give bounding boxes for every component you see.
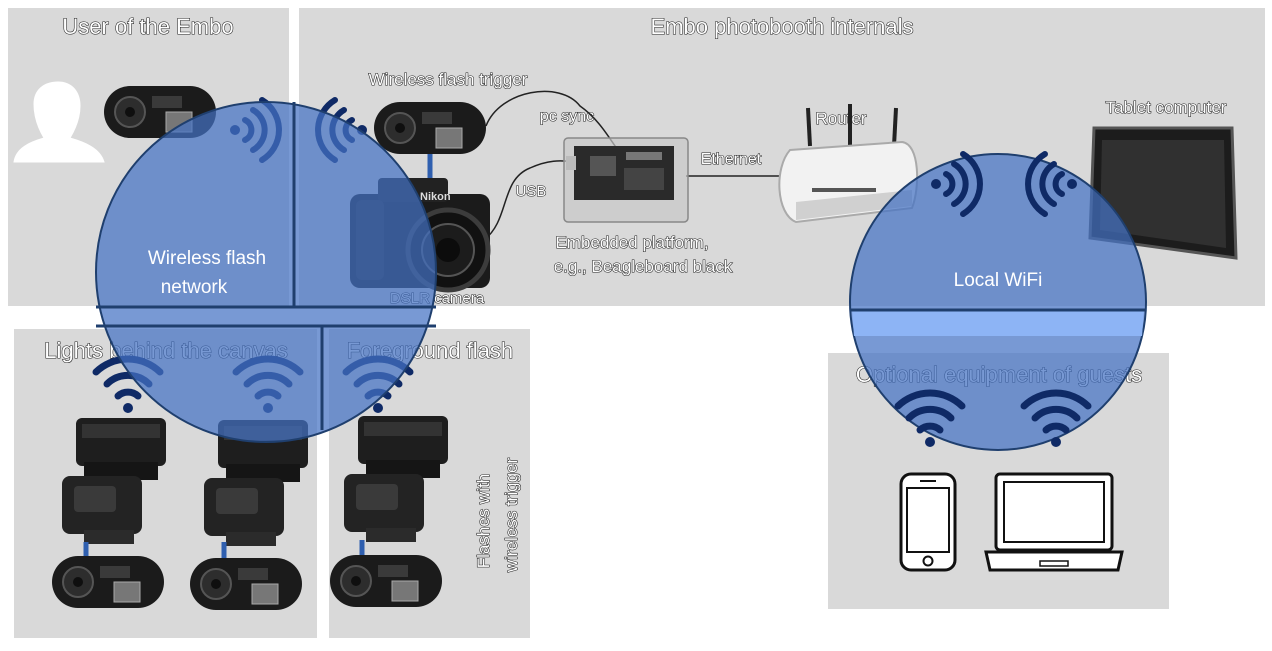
wireless-flash-trigger-label: Wireless flash trigger [369, 70, 528, 89]
embedded-platform-label-2: e.g., Beagleboard black [554, 257, 733, 276]
flash-trigger-icon [329, 554, 443, 608]
flash-trigger-icon [51, 555, 165, 609]
flash-trigger-icon [189, 557, 303, 611]
internals-panel-title: Embo photobooth internals [651, 14, 914, 39]
embedded-platform-label-1: Embedded platform, [555, 233, 708, 252]
usb-label: USB [516, 183, 547, 200]
usb-cable [483, 160, 575, 241]
smartphone-icon [899, 472, 957, 572]
flashes-label-1: Flashes with [474, 474, 493, 568]
laptop-icon [984, 472, 1124, 572]
tablet-label: Tablet computer [1106, 98, 1227, 117]
wireless-flash-network [95, 101, 437, 443]
router-icon [778, 104, 919, 224]
local-wifi-network [849, 153, 1147, 451]
flash-trigger-icon [373, 101, 487, 155]
flashes-label-2: wireless trigger [502, 458, 521, 574]
pc-sync-label: pc sync [540, 108, 594, 125]
flash-network-label-2: network [161, 277, 228, 298]
user-panel-title: User of the Embo [62, 14, 233, 39]
user-silhouette-icon [13, 81, 105, 163]
circuit-board-icon [563, 137, 689, 223]
tablet-icon [1088, 126, 1238, 260]
router-label: Router [815, 109, 866, 128]
svg-text:Nikon: Nikon [420, 191, 451, 203]
local-wifi-label: Local WiFi [954, 270, 1043, 291]
pc-sync-cable [485, 90, 619, 151]
flash-network-label-1: Wireless flash [148, 248, 266, 269]
ethernet-label: Ethernet [701, 151, 762, 168]
